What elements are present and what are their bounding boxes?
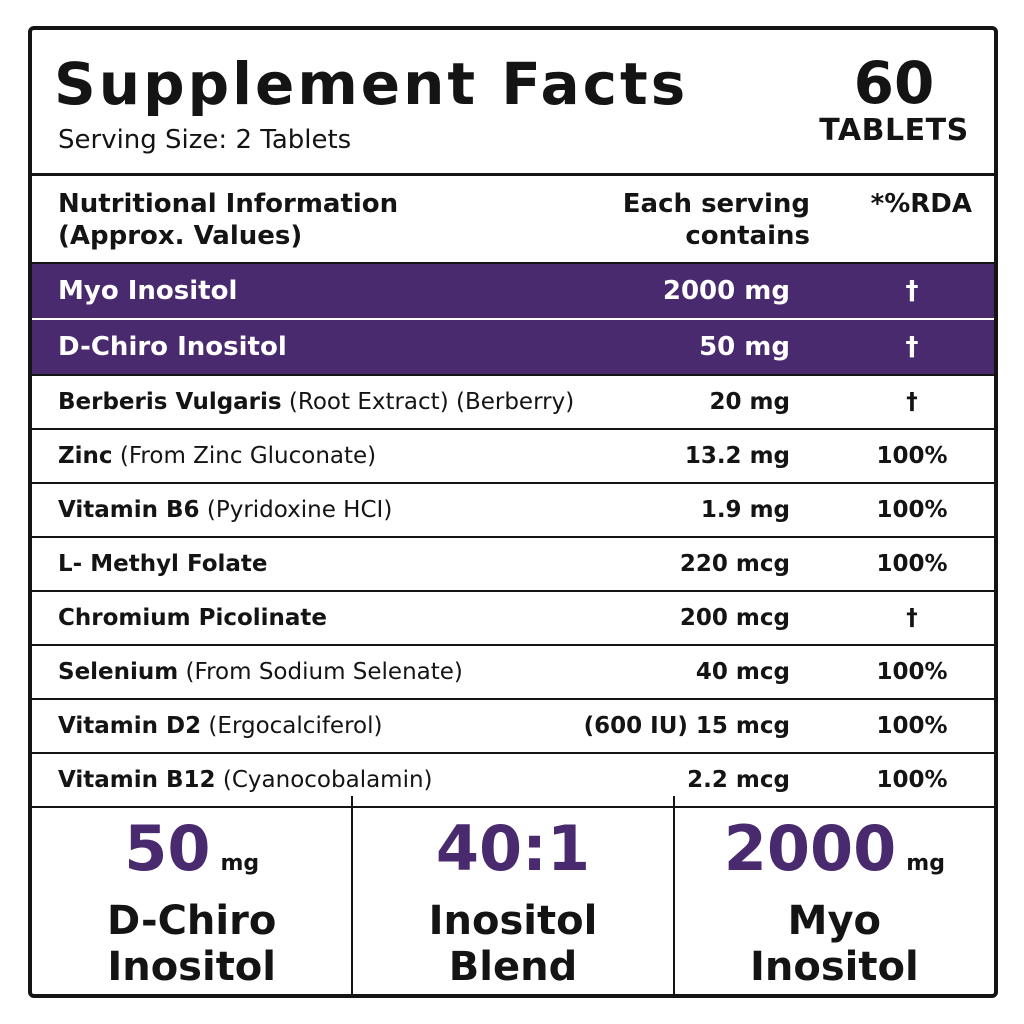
nutrition-header-line2: (Approx. Values) bbox=[58, 221, 303, 251]
table-row: D-Chiro Inositol 50 mg † bbox=[32, 320, 994, 376]
highlight-unit: mg bbox=[220, 851, 260, 876]
amount-header-line2: contains bbox=[685, 221, 810, 251]
nutrition-column-header: Nutritional Information (Approx. Values) bbox=[58, 188, 398, 252]
rda-column-header: *%RDA bbox=[870, 189, 972, 219]
table-row: Zinc (From Zinc Gluconate) 13.2 mg 100% bbox=[32, 430, 994, 484]
highlight-value: 50 bbox=[124, 812, 211, 885]
table-row: Vitamin B12 (Cyanocobalamin) 2.2 mcg 100% bbox=[32, 754, 994, 808]
highlight-label-line1: Myo bbox=[787, 898, 881, 944]
highlight-myo: 2000 mg Myo Inositol bbox=[672, 796, 994, 994]
table-row: Selenium (From Sodium Selenate) 40 mcg 100… bbox=[32, 646, 994, 700]
nutrient-table: Myo Inositol 2000 mg † D-Chiro Inositol 50 m… bbox=[32, 264, 994, 808]
panel-title: Supplement Facts bbox=[54, 50, 689, 118]
tablet-count-number: 60 bbox=[853, 49, 935, 117]
highlight-label-line1: D-Chiro bbox=[107, 898, 277, 944]
nutrient-name: Selenium (From Sodium Selenate) bbox=[58, 659, 463, 685]
amount-header-line1: Each serving bbox=[622, 189, 810, 219]
nutrient-rda: 100% bbox=[876, 443, 948, 469]
table-row: Berberis Vulgaris (Root Extract) (Berber… bbox=[32, 376, 994, 430]
highlight-label-line2: Blend bbox=[448, 944, 578, 990]
nutrient-name: Zinc (From Zinc Gluconate) bbox=[58, 443, 377, 469]
highlight-unit: mg bbox=[906, 851, 945, 876]
nutrient-amount: (600 IU) 15 mcg bbox=[583, 713, 790, 739]
table-row: Vitamin B6 (Pyridoxine HCI) 1.9 mg 100% bbox=[32, 484, 994, 538]
tablet-count-unit: TABLETS bbox=[819, 113, 969, 148]
highlight-label-line2: Inositol bbox=[749, 944, 919, 990]
nutrient-amount: 13.2 mg bbox=[684, 443, 790, 469]
nutrient-amount: 40 mcg bbox=[695, 659, 790, 685]
nutrient-rda: † bbox=[906, 389, 918, 415]
highlight-value: 40:1 bbox=[435, 812, 591, 885]
nutrient-name: Vitamin B12 (Cyanocobalamin) bbox=[58, 767, 433, 793]
nutrient-amount: 2.2 mcg bbox=[687, 767, 790, 793]
nutrient-amount: 200 mcg bbox=[679, 605, 790, 631]
facts-header: Supplement Facts Serving Size: 2 Tablets… bbox=[32, 30, 994, 176]
nutrient-name: Chromium Picolinate bbox=[58, 605, 328, 631]
nutrient-name: Vitamin D2 (Ergocalciferol) bbox=[58, 713, 383, 739]
highlights-footer: 50 mg D-Chiro Inositol 40:1 Inositol Blen… bbox=[32, 796, 994, 994]
amount-column-header: Each serving contains bbox=[623, 188, 810, 252]
tablet-count: 60 TABLETS bbox=[814, 52, 974, 148]
nutrient-rda: 100% bbox=[876, 713, 948, 739]
table-row: Chromium Picolinate 200 mcg † bbox=[32, 592, 994, 646]
nutrient-amount: 220 mcg bbox=[679, 551, 790, 577]
nutrient-rda: 100% bbox=[876, 659, 948, 685]
nutrient-rda: † bbox=[905, 332, 919, 362]
nutrient-amount: 1.9 mg bbox=[700, 497, 790, 523]
nutrient-rda: † bbox=[905, 276, 919, 306]
highlight-dchiro: 50 mg D-Chiro Inositol bbox=[32, 796, 351, 994]
nutrient-rda: † bbox=[906, 605, 918, 631]
column-headers: Nutritional Information (Approx. Values)… bbox=[32, 176, 994, 264]
highlight-blend: 40:1 Inositol Blend bbox=[351, 796, 672, 994]
table-row: Vitamin D2 (Ergocalciferol) (600 IU) 15 m… bbox=[32, 700, 994, 754]
highlight-value: 2000 bbox=[723, 812, 897, 885]
nutrient-rda: 100% bbox=[876, 767, 948, 793]
nutrient-name: D-Chiro Inositol bbox=[58, 332, 287, 362]
serving-size: Serving Size: 2 Tablets bbox=[58, 125, 352, 155]
supplement-facts-panel: Supplement Facts Serving Size: 2 Tablets… bbox=[28, 26, 998, 998]
highlight-label-line1: Inositol bbox=[428, 898, 598, 944]
nutrient-rda: 100% bbox=[876, 497, 948, 523]
highlight-label-line2: Inositol bbox=[107, 944, 276, 990]
table-row: Myo Inositol 2000 mg † bbox=[32, 264, 994, 320]
table-row: L- Methyl Folate 220 mcg 100% bbox=[32, 538, 994, 592]
nutrient-amount: 50 mg bbox=[699, 332, 790, 362]
nutrient-name: Myo Inositol bbox=[58, 276, 238, 306]
nutrient-rda: 100% bbox=[876, 551, 948, 577]
nutrient-name: Vitamin B6 (Pyridoxine HCI) bbox=[58, 497, 393, 523]
nutrient-amount: 2000 mg bbox=[662, 276, 790, 306]
nutrient-amount: 20 mg bbox=[709, 389, 790, 415]
nutrient-name: L- Methyl Folate bbox=[58, 551, 268, 577]
nutrient-name: Berberis Vulgaris (Root Extract) (Berber… bbox=[58, 389, 575, 415]
nutrition-header-line1: Nutritional Information bbox=[58, 189, 399, 219]
